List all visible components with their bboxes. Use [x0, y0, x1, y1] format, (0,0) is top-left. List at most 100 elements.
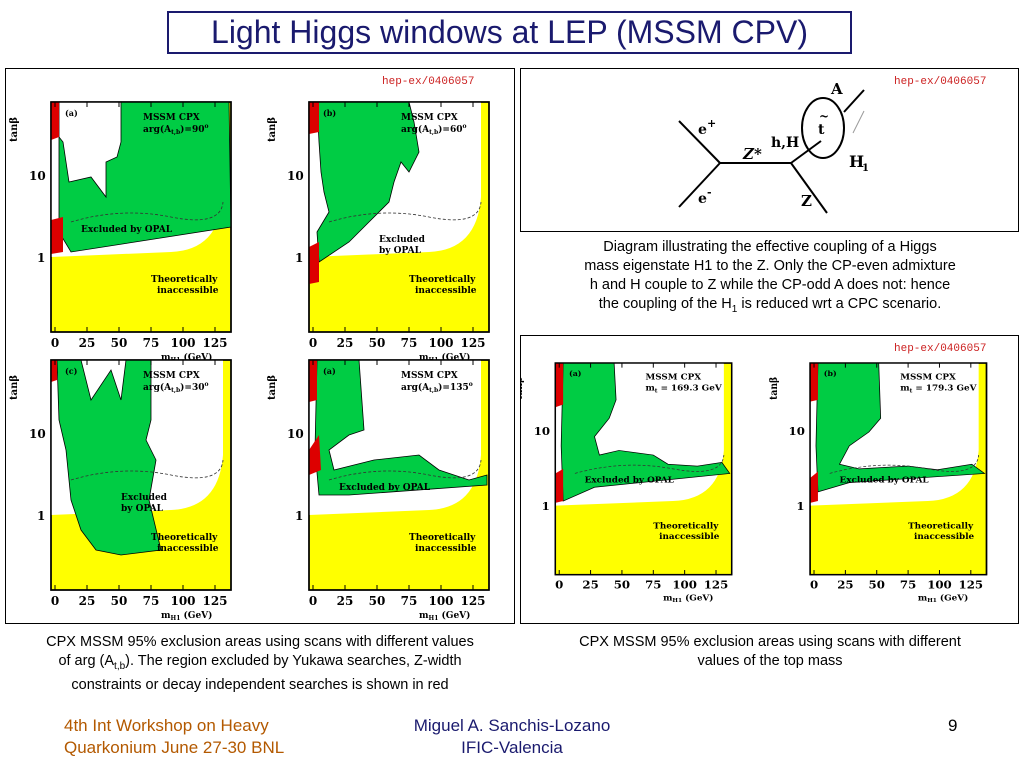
parameter-label: arg(At,b)=90o — [143, 123, 209, 136]
hH-label: h,H — [771, 135, 799, 151]
right-panel-reference: hep-ex/0406057 — [894, 343, 987, 355]
diagram-caption-line4: the coupling of the H1 is reduced wrt a … — [598, 296, 942, 315]
diagram-caption-line2: mass eigenstate H1 to the Z. Only the CP… — [584, 258, 956, 274]
right-caption-line2: values of the top mass — [697, 653, 843, 669]
excluded-label: Excluded by OPAL — [339, 483, 431, 493]
diagram-caption-line3: h and H couple to Z while the CP-odd A d… — [589, 277, 951, 293]
plot-tag: (a) — [569, 369, 581, 378]
Z-label: Z — [801, 192, 812, 210]
x-tick-label: 0 — [51, 336, 59, 350]
y-tick-label: 10 — [287, 169, 304, 183]
parameter-label: arg(At,b)=135o — [401, 381, 473, 394]
eplus-sup: + — [707, 117, 716, 130]
plot-tag: (b) — [323, 108, 336, 118]
right-caption-line1: CPX MSSM 95% exclusion areas using scans… — [579, 634, 961, 650]
model-label: MSSM CPX — [401, 113, 458, 123]
x-tick-label: 100 — [672, 578, 697, 592]
theoretical-label-2: inaccessible — [157, 286, 219, 296]
left-caption-line2: of arg (At,b). The region excluded by Yu… — [58, 653, 462, 672]
diagram-caption: Diagram illustrating the effective coupl… — [522, 238, 1018, 319]
y-tick-label: 1 — [295, 251, 303, 265]
y-tick-label: 1 — [542, 500, 550, 514]
model-label: MSSM CPX — [900, 373, 956, 383]
x-axis-label: mH1 (GeV) — [419, 610, 470, 622]
x-tick-label: 75 — [401, 336, 418, 350]
theoretical-label: Theoretically — [409, 275, 476, 285]
x-tick-label: 0 — [309, 336, 317, 350]
svg-text:~: ~ — [819, 109, 829, 123]
x-tick-label: 100 — [170, 336, 195, 350]
y-tick-label: 1 — [796, 500, 804, 514]
footer-left-line2: Quarkonium June 27-30 BNL — [64, 738, 285, 757]
top-loop — [801, 97, 845, 159]
left-caption-line3: constraints or decay independent searche… — [71, 676, 449, 693]
red-excluded-region — [810, 363, 818, 503]
footer-left: 4th Int Workshop on Heavy Quarkonium Jun… — [64, 715, 284, 759]
x-tick-label: 75 — [401, 594, 418, 608]
x-tick-label: 25 — [337, 594, 354, 608]
x-tick-label: 50 — [614, 578, 630, 592]
x-tick-label: 125 — [460, 336, 485, 350]
diagram-panel: hep-ex/0406057 e + e - Z* h,H A t ~ H 1 — [520, 68, 1019, 232]
red-excluded-region — [309, 102, 319, 284]
x-tick-label: 100 — [428, 594, 453, 608]
eminus-sup: - — [707, 186, 712, 199]
page-number: 9 — [948, 716, 958, 735]
x-tick-label: 50 — [869, 578, 885, 592]
footer-left-line1: 4th Int Workshop on Heavy — [64, 716, 269, 735]
a-line — [843, 89, 865, 113]
x-tick-label: 75 — [645, 578, 661, 592]
H1-sub: 1 — [862, 163, 869, 174]
theoretical-label: Theoretically — [151, 533, 218, 543]
parameter-label: arg(At,b)=30o — [143, 381, 209, 394]
theoretical-label-2: inaccessible — [659, 532, 720, 542]
x-tick-label: 125 — [202, 594, 227, 608]
eminus-label: e — [698, 191, 707, 207]
x-tick-label: 50 — [369, 336, 386, 350]
x-tick-label: 125 — [202, 336, 227, 350]
left-caption-line1: CPX MSSM 95% exclusion areas using scans… — [46, 634, 474, 650]
y-tick-label: 10 — [29, 169, 46, 183]
y-tick-label: 10 — [789, 424, 805, 438]
excluded-region — [309, 101, 420, 263]
x-tick-label: 125 — [959, 578, 984, 592]
model-label: MSSM CPX — [645, 373, 701, 383]
y-axis-label: tanβ — [769, 377, 780, 400]
excluded-label: Excluded — [121, 493, 168, 503]
footer-center: Miguel A. Sanchis-Lozano IFIC-Valencia — [392, 715, 632, 759]
x-tick-label: 75 — [143, 594, 160, 608]
model-label: MSSM CPX — [143, 113, 200, 123]
footer-center-line2: IFIC-Valencia — [461, 738, 563, 757]
excluded-region — [309, 359, 488, 496]
x-tick-label: 50 — [369, 594, 386, 608]
y-tick-label: 10 — [534, 424, 550, 438]
excluded-label: Excluded by OPAL — [81, 225, 173, 235]
expected-limit-contour — [70, 459, 224, 481]
right-plots-panel: hep-ex/0406057 (a) MSSM CPX mt = 169.3 GeV… — [520, 335, 1019, 624]
x-tick-label: 0 — [555, 578, 563, 592]
plot-frame — [308, 101, 490, 333]
x-tick-label: 0 — [51, 594, 59, 608]
theoretical-label: Theoretically — [151, 275, 218, 285]
y-tick-label: 1 — [37, 251, 45, 265]
plot-frame — [50, 359, 232, 591]
x-tick-label: 0 — [810, 578, 818, 592]
red-excluded-region — [51, 102, 63, 254]
diagram-panel-reference: hep-ex/0406057 — [894, 76, 987, 88]
plot-frame — [308, 359, 490, 591]
excluded-label: Excluded by OPAL — [840, 476, 929, 486]
plot-tag: (a) — [65, 108, 78, 118]
expected-limit-contour — [574, 455, 725, 474]
plot-tag: (a) — [323, 366, 336, 376]
theoretical-label-2: inaccessible — [415, 286, 477, 296]
theoretical-label: Theoretically — [409, 533, 476, 543]
x-tick-label: 25 — [79, 336, 96, 350]
parameter-label: mt = 169.3 GeV — [645, 384, 722, 395]
x-tick-label: 50 — [111, 594, 128, 608]
zstar-label: Z* — [742, 145, 762, 163]
eminus-line — [678, 162, 721, 208]
